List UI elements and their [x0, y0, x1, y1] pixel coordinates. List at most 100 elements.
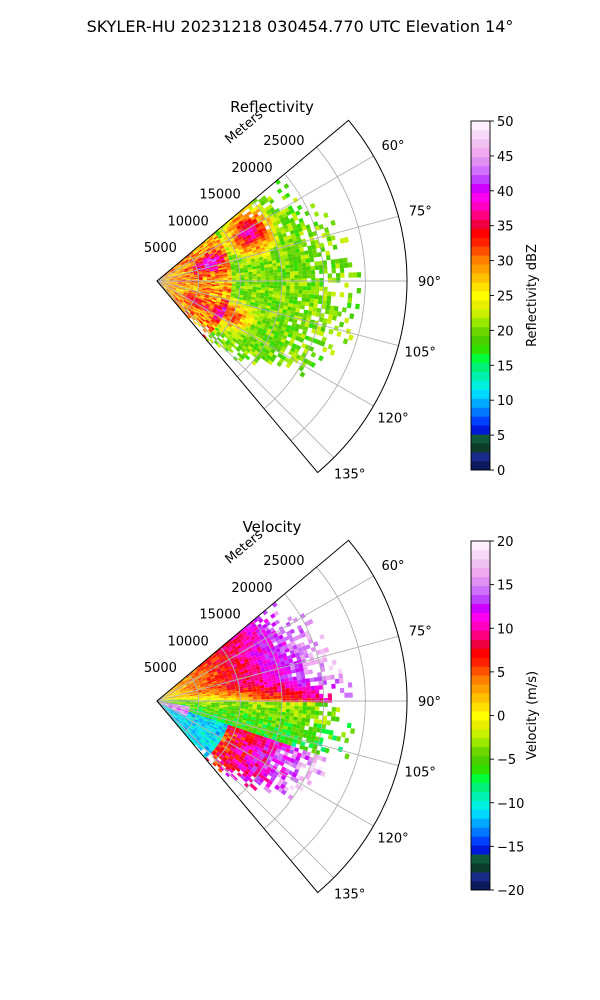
radar-cell: [176, 288, 181, 291]
radar-cell: [280, 217, 286, 223]
radar-cell: [293, 713, 299, 717]
radar-cell: [207, 701, 212, 703]
radar-cell: [294, 289, 299, 294]
radar-cell: [287, 634, 293, 640]
radar-cell: [283, 644, 289, 650]
radar-cell: [261, 329, 267, 334]
radar-cell: [194, 701, 199, 703]
radar-cell: [206, 300, 212, 304]
radar-cell: [185, 705, 190, 707]
radar-cell: [169, 698, 174, 700]
radar-cell: [203, 663, 208, 668]
radar-cell: [268, 312, 274, 317]
radar-cell: [172, 285, 177, 288]
radar-cell: [232, 313, 238, 318]
radar-cell: [189, 272, 194, 275]
radar-cell: [260, 693, 266, 697]
radar-cell: [256, 330, 262, 335]
radar-cell: [165, 282, 170, 284]
radar-cell: [235, 760, 241, 766]
radar-cell: [234, 658, 239, 662]
radar-cell: [184, 270, 189, 273]
radar-cell: [225, 667, 230, 672]
radar-cell: [239, 671, 245, 675]
radar-cell: [207, 679, 212, 682]
radar-cell: [178, 266, 183, 270]
radar-cell: [258, 747, 264, 753]
radar-cell: [170, 268, 174, 271]
radar-cell: [197, 315, 202, 320]
radar-cell: [187, 713, 192, 716]
radar-cell: [222, 688, 228, 692]
radar-cell: [186, 277, 191, 279]
radar-cell: [177, 275, 182, 277]
radar-cell: [194, 719, 199, 723]
radar-cell: [232, 675, 238, 680]
radar-cell: [192, 309, 197, 313]
radar-cell: [200, 739, 205, 744]
radar-cell: [290, 346, 296, 353]
radar-cell: [300, 321, 306, 327]
radar-cell: [211, 696, 216, 699]
radar-cell: [263, 718, 268, 723]
radar-cell: [212, 736, 218, 741]
radar-cell: [246, 261, 252, 266]
radar-cell: [185, 724, 190, 729]
radar-cell: [179, 299, 183, 303]
radial-tick-label: 15000: [199, 188, 240, 203]
radar-cell: [247, 266, 253, 270]
radar-cell: [192, 249, 197, 254]
radar-cell: [211, 751, 216, 756]
radar-cell: [219, 703, 224, 706]
radar-cell: [322, 318, 328, 324]
radar-cell: [290, 233, 297, 239]
radar-cell: [238, 310, 244, 315]
radar-cell: [286, 324, 292, 330]
radar-cell: [232, 751, 237, 756]
radar-cell: [267, 315, 273, 320]
radar-cell: [207, 316, 212, 321]
radar-cell: [232, 638, 237, 644]
colorbar-swatch: [471, 228, 490, 238]
colorbar-swatch: [471, 201, 490, 211]
radar-cell: [258, 221, 264, 227]
radar-cell: [218, 329, 223, 334]
radar-cell: [339, 678, 344, 684]
radar-cell: [238, 716, 243, 720]
radar-cell: [190, 276, 195, 278]
radar-cell: [290, 275, 295, 279]
radar-cell: [181, 705, 186, 708]
radar-cell: [276, 631, 283, 637]
radar-cell: [234, 264, 240, 268]
radar-cell: [302, 709, 307, 715]
radar-cell: [306, 359, 313, 366]
radar-cell: [305, 298, 311, 303]
radar-cell: [250, 744, 256, 749]
radar-cell: [247, 657, 253, 662]
radar-cell: [198, 718, 203, 722]
radar-cell: [220, 259, 226, 263]
radar-cell: [194, 284, 199, 286]
radar-cell: [247, 758, 253, 764]
radar-cell: [169, 279, 174, 280]
radar-cell: [223, 674, 228, 678]
radar-cell: [263, 298, 268, 303]
radar-cell: [288, 658, 294, 664]
radar-cell: [302, 733, 308, 739]
radar-cell: [243, 350, 249, 356]
colorbar-swatch: [471, 282, 490, 292]
radar-cell: [172, 705, 177, 708]
radar-cell: [237, 345, 243, 350]
radar-cell: [186, 702, 191, 703]
radar-cell: [185, 680, 190, 684]
radar-cell: [201, 269, 206, 272]
radar-cell: [243, 633, 249, 639]
radar-cell: [229, 261, 235, 265]
radar-cell: [203, 314, 209, 319]
radar-cell: [341, 307, 347, 313]
radar-cell: [212, 750, 217, 755]
radar-cell: [279, 237, 285, 243]
colorbar-tick-label: 0: [497, 464, 505, 479]
radar-cell: [176, 288, 181, 291]
